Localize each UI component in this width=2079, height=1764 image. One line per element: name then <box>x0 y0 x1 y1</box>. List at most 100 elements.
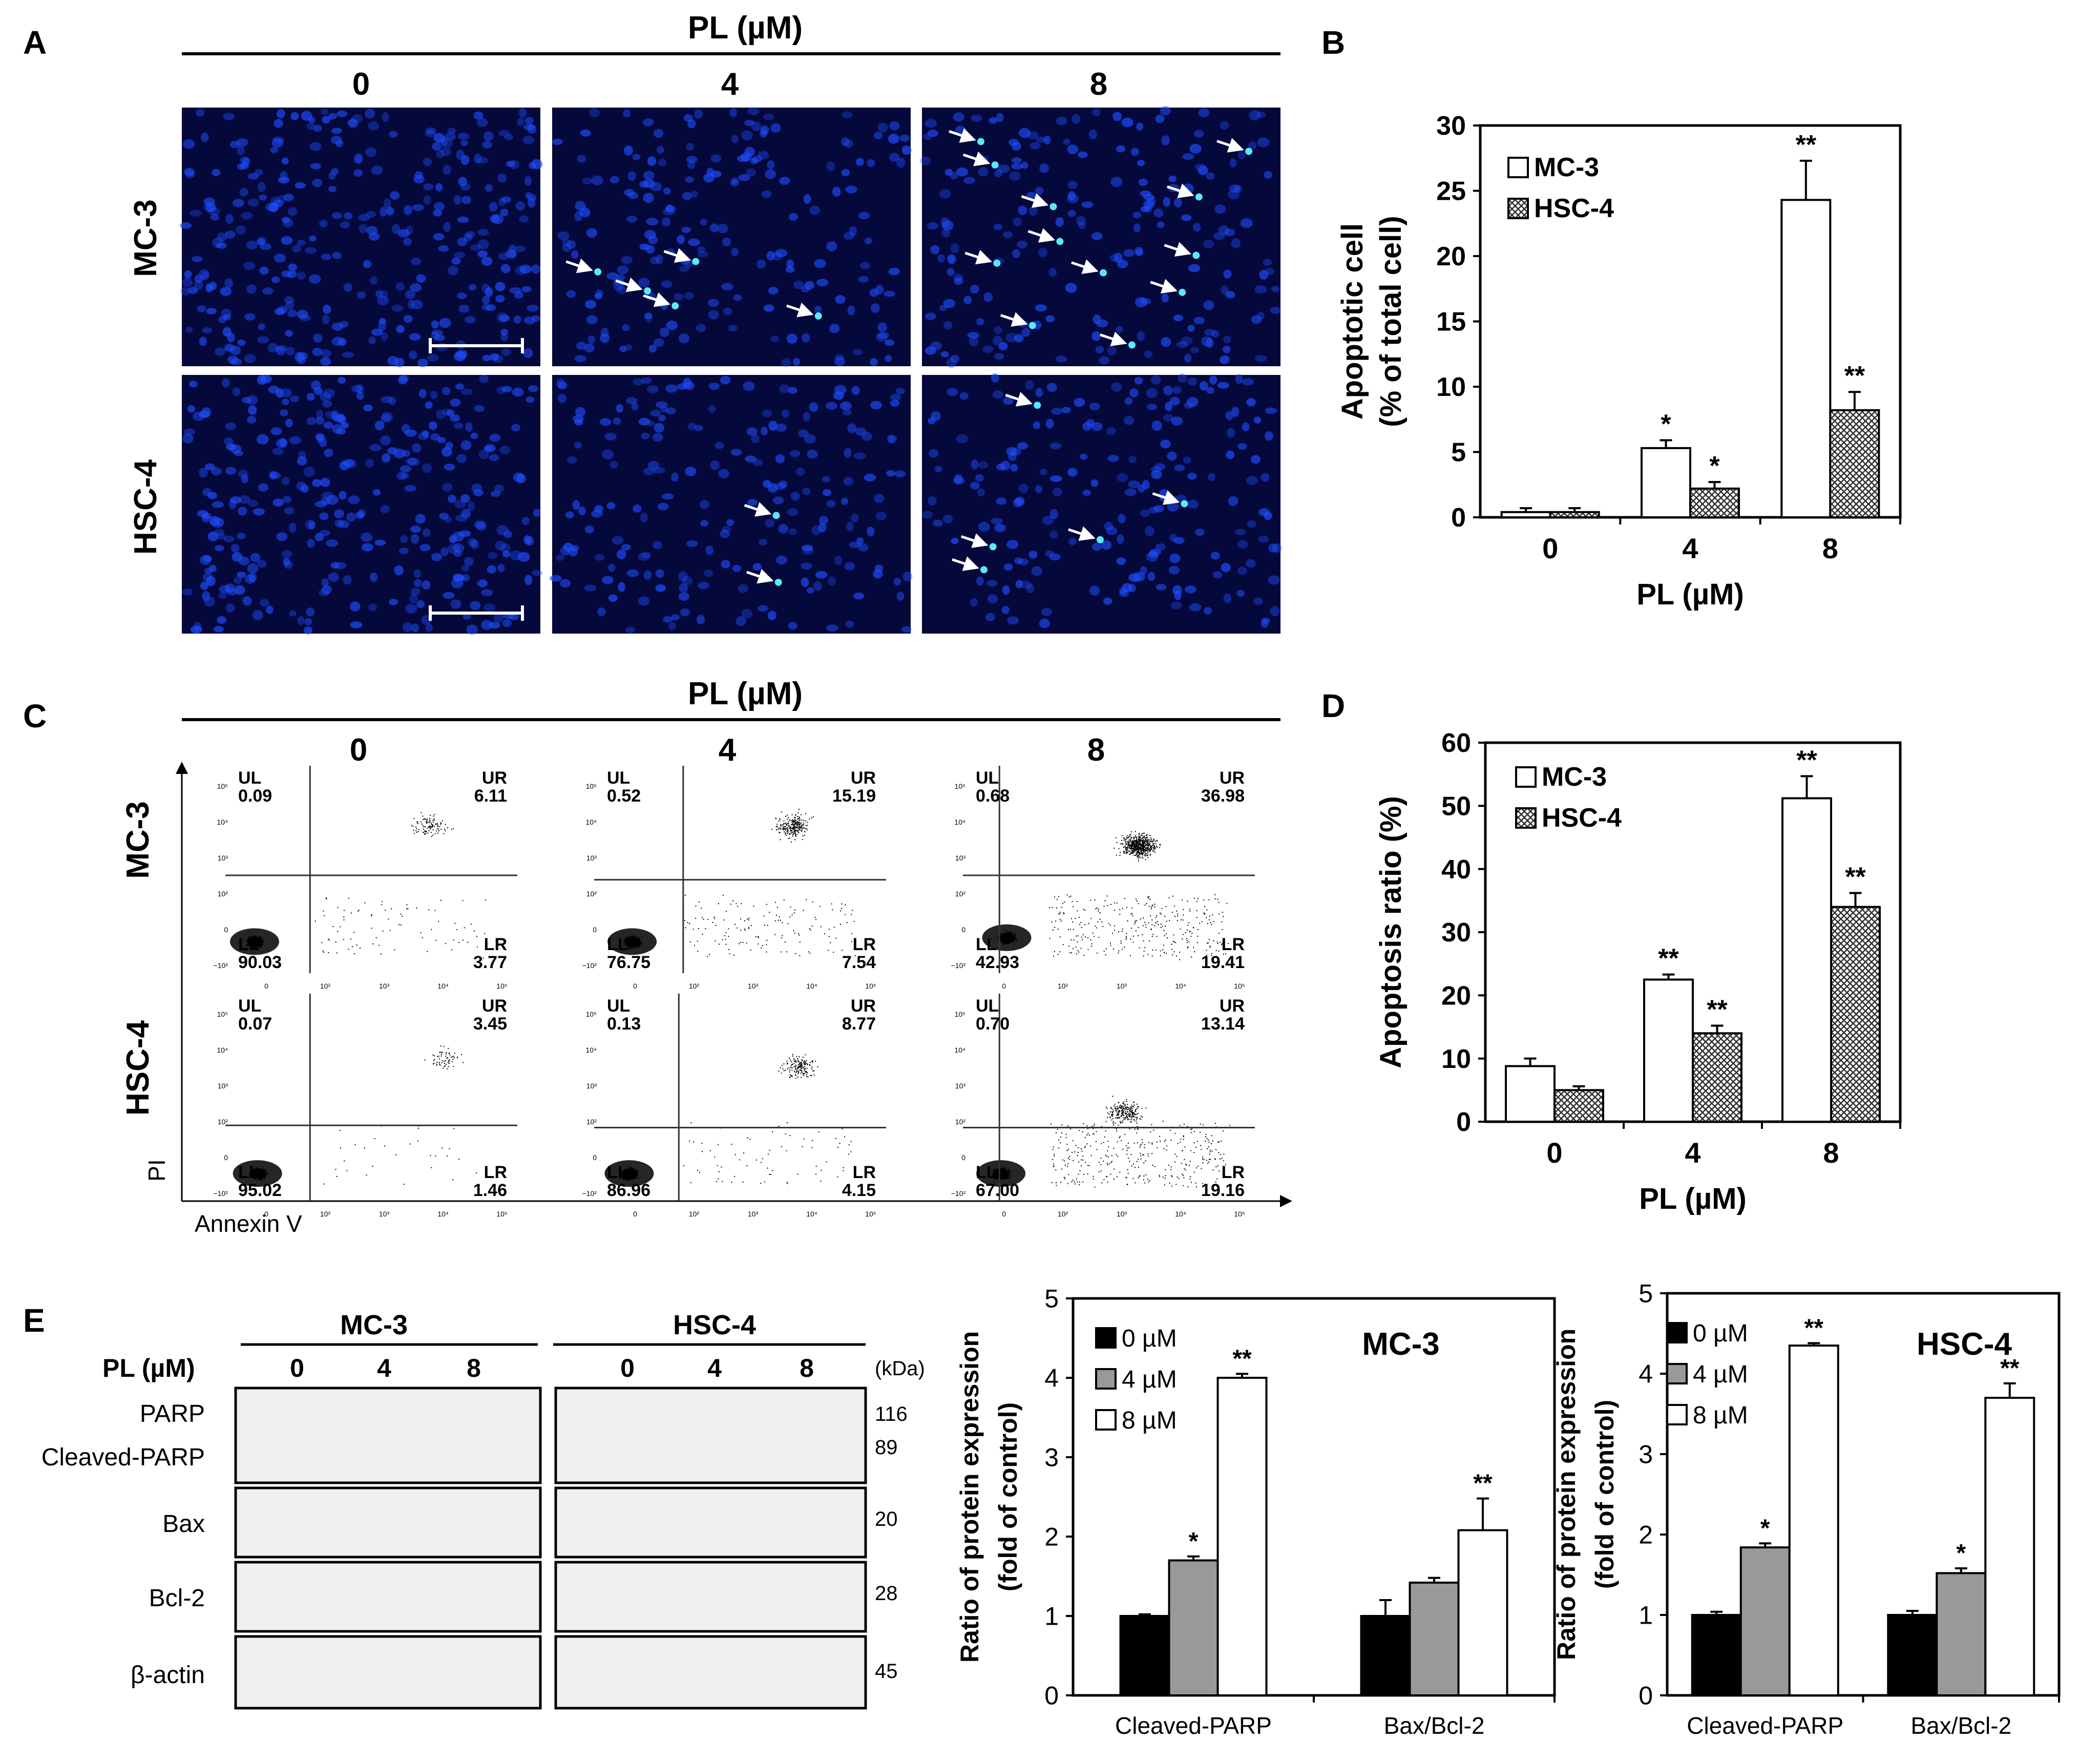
nucleus <box>332 414 345 423</box>
apoptotic-nucleus <box>1099 269 1107 277</box>
nucleus <box>221 378 230 388</box>
quadrant-ur-value: 3.45 <box>473 1014 507 1034</box>
nucleus <box>828 576 836 586</box>
nucleus <box>431 329 444 336</box>
nucleus <box>731 247 739 257</box>
nucleus <box>342 351 354 358</box>
flow-y-tick: 10³ <box>218 854 228 862</box>
y-axis-label: Apoptosis ratio (%) <box>1374 796 1408 1068</box>
nucleus <box>562 243 572 253</box>
flow-x-tick: 0 <box>264 1210 268 1218</box>
dot-cloud <box>991 1096 1230 1188</box>
nucleus <box>616 286 627 295</box>
nucleus <box>268 385 279 394</box>
y-tick-label: 20 <box>1441 981 1471 1011</box>
legend-swatch <box>1507 198 1529 219</box>
nucleus <box>789 450 801 457</box>
flow-y-tick: 10² <box>218 1118 228 1126</box>
nucleus <box>494 484 504 493</box>
nucleus <box>1247 520 1256 528</box>
dense-cluster <box>976 1160 1026 1187</box>
nucleus <box>450 599 461 609</box>
nucleus <box>185 326 193 333</box>
nucleus <box>718 469 729 478</box>
nucleus <box>1270 306 1281 314</box>
flow-x-tick: 10³ <box>379 982 390 990</box>
significance-mark: ** <box>1707 995 1728 1025</box>
nucleus <box>428 421 437 430</box>
nucleus <box>586 314 598 324</box>
nucleus <box>703 173 715 183</box>
flow-y-tick: 10³ <box>586 854 597 862</box>
y-tick-label: 5 <box>1451 438 1466 468</box>
bar-0-µm-cleaved-parp <box>1691 1614 1742 1696</box>
arrow <box>1021 193 1049 208</box>
nucleus <box>1103 597 1112 605</box>
nucleus <box>365 109 375 119</box>
nucleus <box>899 134 910 142</box>
nucleus <box>417 432 429 440</box>
nucleus <box>858 276 869 283</box>
nucleus <box>627 171 636 181</box>
apoptotic-nucleus <box>644 287 652 295</box>
nucleus <box>1021 161 1028 169</box>
nucleus <box>467 501 475 511</box>
quadrant-ll-value: 90.03 <box>238 953 282 972</box>
nucleus <box>490 491 501 497</box>
nucleus <box>376 296 389 306</box>
nucleus <box>507 250 517 258</box>
nucleus <box>454 251 466 259</box>
nucleus <box>803 412 810 422</box>
nucleus <box>365 458 374 468</box>
nucleus <box>217 533 226 540</box>
nucleus <box>1209 375 1217 385</box>
nucleus <box>1198 108 1210 117</box>
nucleus <box>496 525 509 536</box>
nucleus <box>613 282 624 291</box>
nucleus <box>519 215 529 223</box>
arrow <box>643 292 670 307</box>
nucleus <box>668 622 677 631</box>
nucleus <box>1256 111 1266 118</box>
nucleus <box>405 603 417 614</box>
nucleus <box>447 128 456 134</box>
quadrant-ll-label: LL <box>976 1163 997 1182</box>
nucleus <box>658 502 669 511</box>
nucleus <box>720 529 730 538</box>
nucleus <box>843 409 852 416</box>
nucleus <box>633 504 642 513</box>
nucleus <box>390 191 400 200</box>
nucleus <box>306 607 315 617</box>
nucleus <box>247 395 258 405</box>
nucleus <box>648 235 658 245</box>
nucleus <box>438 245 449 252</box>
nucleus <box>1221 562 1231 572</box>
dot-path <box>249 1045 477 1185</box>
significance-mark: ** <box>1845 863 1866 892</box>
nucleus <box>281 157 289 165</box>
nucleus <box>617 265 629 275</box>
legend-label: 4 µM <box>1693 1361 1748 1388</box>
nucleus <box>423 183 434 191</box>
significance-mark: * <box>1661 410 1671 439</box>
nucleus <box>244 354 256 363</box>
apoptotic-nucleus <box>993 259 1001 267</box>
nucleus <box>521 517 530 526</box>
nucleus <box>522 135 534 144</box>
nucleus <box>442 447 452 457</box>
nucleus <box>270 427 282 435</box>
nucleus <box>485 184 493 192</box>
nucleus <box>1189 143 1202 154</box>
nucleus <box>765 169 776 179</box>
bar-hsc-4-4 <box>1689 487 1740 519</box>
nucleus <box>226 443 236 451</box>
nucleus <box>1074 397 1085 407</box>
nucleus <box>280 388 292 398</box>
nucleus <box>665 205 677 213</box>
nucleus <box>731 135 739 143</box>
nucleus <box>662 493 674 500</box>
nucleus <box>1251 315 1262 324</box>
nucleus <box>1226 450 1235 459</box>
nucleus <box>752 563 762 571</box>
micrograph-background <box>922 375 1280 634</box>
